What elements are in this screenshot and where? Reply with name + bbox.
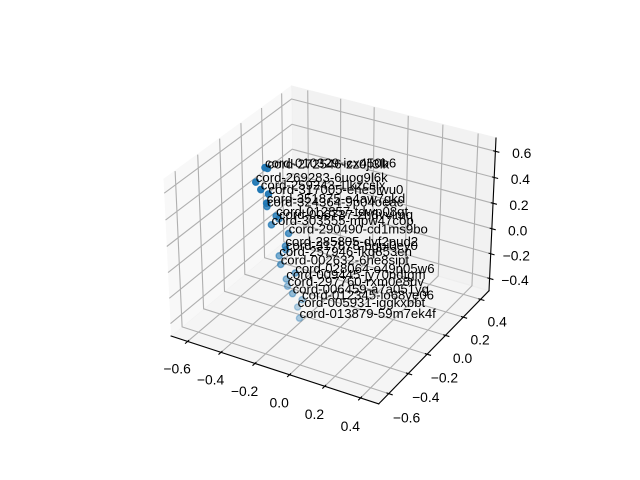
svg-text:0.0: 0.0 — [453, 350, 473, 366]
svg-text:−0.4: −0.4 — [501, 272, 529, 288]
svg-text:0.0: 0.0 — [508, 222, 528, 238]
svg-text:0.2: 0.2 — [305, 406, 325, 422]
svg-text:0.0: 0.0 — [270, 394, 290, 410]
svg-text:−0.4: −0.4 — [197, 372, 225, 388]
svg-text:−0.2: −0.2 — [503, 247, 531, 263]
svg-text:−0.2: −0.2 — [231, 383, 259, 399]
svg-text:−0.2: −0.2 — [431, 369, 459, 385]
svg-text:0.6: 0.6 — [512, 145, 532, 161]
svg-text:−0.6: −0.6 — [393, 409, 421, 425]
svg-text:−0.4: −0.4 — [412, 389, 440, 405]
svg-text:0.4: 0.4 — [488, 314, 508, 330]
svg-text:0.4: 0.4 — [341, 418, 361, 434]
svg-text:cord-013879-59m7ek4f: cord-013879-59m7ek4f — [299, 306, 436, 321]
svg-text:0.4: 0.4 — [511, 171, 531, 187]
svg-text:−0.6: −0.6 — [163, 360, 191, 376]
svg-text:0.2: 0.2 — [509, 197, 529, 213]
svg-text:0.2: 0.2 — [470, 332, 490, 348]
